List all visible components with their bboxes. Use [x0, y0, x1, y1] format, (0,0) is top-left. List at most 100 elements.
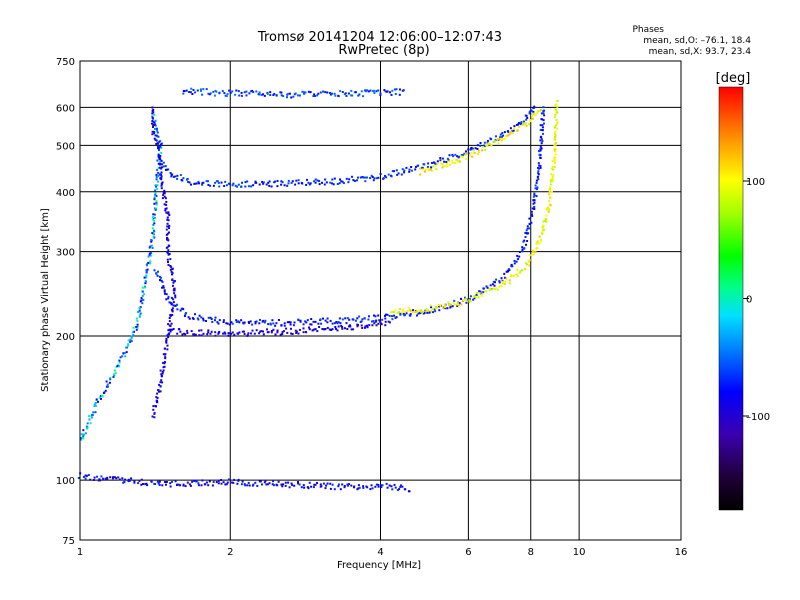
data-point	[541, 232, 544, 235]
data-point	[157, 167, 160, 169]
data-point	[127, 344, 130, 347]
data-point	[430, 166, 433, 169]
data-point	[367, 318, 370, 321]
data-point	[537, 178, 540, 181]
data-point	[184, 485, 187, 488]
y-tick-label: 200	[56, 332, 75, 343]
data-point	[551, 177, 554, 180]
trace	[390, 99, 559, 314]
data-point	[521, 269, 524, 272]
data-point	[505, 270, 508, 273]
data-point	[510, 132, 513, 135]
data-point	[192, 318, 195, 320]
data-point	[168, 301, 171, 304]
data-point	[510, 131, 512, 133]
data-point	[544, 218, 547, 221]
data-point	[541, 124, 544, 127]
data-point	[345, 95, 348, 97]
data-point	[121, 477, 124, 480]
data-point	[210, 318, 213, 320]
data-point	[255, 320, 258, 323]
data-point	[463, 299, 465, 301]
data-point	[127, 480, 130, 483]
data-point	[261, 320, 264, 323]
data-point	[161, 197, 164, 200]
data-point	[540, 238, 543, 241]
data-point	[549, 186, 552, 189]
data-point	[160, 175, 163, 178]
data-point	[316, 94, 319, 97]
data-point	[150, 238, 153, 241]
data-point	[550, 178, 552, 181]
data-point	[158, 157, 161, 160]
data-point	[298, 328, 301, 331]
data-point	[554, 144, 557, 147]
data-point	[524, 268, 527, 271]
data-point	[158, 484, 161, 486]
data-point	[90, 416, 93, 419]
data-point	[486, 286, 489, 289]
data-point	[86, 426, 89, 429]
data-point	[232, 182, 235, 185]
data-point	[457, 303, 460, 306]
data-point	[162, 353, 165, 356]
data-point	[553, 157, 556, 160]
data-point	[519, 270, 522, 273]
data-point	[157, 142, 160, 145]
data-point	[154, 134, 157, 137]
data-point	[85, 474, 88, 477]
data-point	[272, 480, 275, 483]
data-point	[168, 317, 171, 319]
data-point	[262, 182, 265, 185]
data-point	[337, 483, 340, 486]
data-point	[530, 213, 533, 216]
data-point	[152, 213, 155, 216]
data-point	[180, 178, 183, 181]
data-point	[240, 483, 243, 486]
data-point	[539, 166, 542, 169]
data-point	[262, 333, 265, 336]
data-point	[549, 188, 551, 191]
data-point	[337, 325, 340, 328]
data-point	[153, 137, 156, 140]
data-point	[533, 208, 536, 210]
data-point	[102, 477, 105, 480]
data-point	[495, 278, 498, 281]
data-point	[532, 195, 535, 198]
data-point	[165, 298, 168, 301]
data-point	[393, 88, 396, 91]
data-point	[465, 298, 468, 301]
data-point	[525, 243, 527, 246]
data-point	[398, 93, 401, 96]
data-point	[503, 272, 506, 275]
data-point	[154, 189, 157, 192]
data-point	[154, 184, 157, 187]
data-point	[189, 484, 192, 487]
data-point	[169, 482, 172, 485]
data-point	[87, 474, 90, 476]
data-point	[108, 381, 111, 384]
data-point	[349, 325, 352, 328]
data-point	[94, 402, 97, 404]
y-tick-label: 75	[62, 536, 75, 547]
data-point	[408, 170, 411, 173]
data-point	[262, 93, 264, 96]
data-point	[537, 172, 540, 174]
data-point	[167, 297, 170, 300]
data-point	[254, 481, 257, 484]
data-point	[516, 254, 519, 257]
data-point	[540, 147, 543, 150]
data-point	[521, 248, 524, 251]
data-point	[374, 315, 377, 318]
data-point	[103, 391, 106, 394]
data-point	[226, 481, 229, 484]
data-point	[526, 227, 529, 230]
data-point	[444, 307, 447, 310]
data-point	[351, 175, 353, 178]
data-point	[190, 183, 192, 186]
data-point	[519, 123, 522, 126]
data-point	[542, 132, 544, 135]
y-tick-label: 750	[56, 57, 75, 68]
data-point	[152, 218, 155, 221]
data-point	[551, 179, 554, 182]
